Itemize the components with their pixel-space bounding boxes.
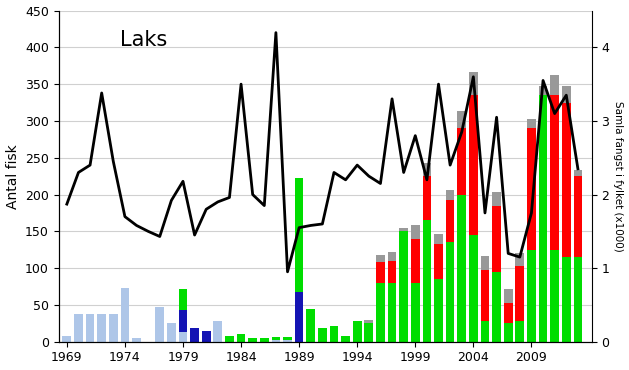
Bar xyxy=(376,262,385,283)
Bar xyxy=(62,336,71,342)
Bar xyxy=(272,337,281,340)
Bar xyxy=(318,329,326,342)
Bar xyxy=(411,225,420,239)
Bar xyxy=(457,111,466,128)
Bar xyxy=(550,95,559,250)
Bar xyxy=(399,231,408,342)
Bar xyxy=(167,323,175,342)
Bar xyxy=(481,256,489,270)
Bar xyxy=(527,128,536,250)
Bar xyxy=(237,334,245,342)
Bar xyxy=(283,337,292,340)
Bar xyxy=(272,340,281,342)
Bar xyxy=(411,283,420,342)
Bar xyxy=(342,336,350,342)
Bar xyxy=(364,323,373,342)
Bar xyxy=(213,321,222,342)
Bar xyxy=(446,242,455,342)
Bar xyxy=(562,102,571,257)
Bar xyxy=(527,250,536,342)
Bar xyxy=(306,309,315,342)
Bar xyxy=(121,288,130,342)
Bar xyxy=(248,338,257,342)
Bar xyxy=(387,283,396,342)
Bar xyxy=(515,321,524,342)
Bar xyxy=(330,326,338,342)
Bar xyxy=(574,176,582,257)
Bar xyxy=(550,250,559,342)
Bar xyxy=(457,195,466,342)
Bar xyxy=(97,314,106,342)
Bar xyxy=(109,314,118,342)
Bar xyxy=(481,270,489,321)
Bar xyxy=(574,170,582,176)
Bar xyxy=(202,331,211,342)
Bar xyxy=(364,320,373,323)
Bar xyxy=(538,95,547,342)
Bar xyxy=(434,244,443,279)
Bar xyxy=(155,307,164,342)
Bar xyxy=(504,303,513,323)
Bar xyxy=(515,266,524,321)
Bar xyxy=(446,190,455,200)
Y-axis label: Antal fisk: Antal fisk xyxy=(6,144,19,209)
Bar xyxy=(179,310,187,332)
Bar xyxy=(376,283,385,342)
Y-axis label: Samla fangst i fylket (x1000): Samla fangst i fylket (x1000) xyxy=(613,101,623,252)
Bar xyxy=(423,220,431,342)
Bar xyxy=(493,272,501,342)
Bar xyxy=(504,289,513,303)
Bar xyxy=(179,332,187,342)
Bar xyxy=(574,257,582,342)
Bar xyxy=(469,72,477,95)
Bar xyxy=(493,192,501,206)
Bar xyxy=(434,279,443,342)
Bar xyxy=(562,257,571,342)
Bar xyxy=(493,206,501,272)
Bar xyxy=(562,86,571,102)
Bar xyxy=(260,338,269,342)
Bar xyxy=(190,329,199,342)
Bar xyxy=(132,338,141,342)
Bar xyxy=(504,323,513,342)
Bar xyxy=(283,340,292,342)
Text: Laks: Laks xyxy=(120,30,168,50)
Bar xyxy=(527,119,536,128)
Bar xyxy=(295,178,304,292)
Bar xyxy=(353,321,362,342)
Bar xyxy=(423,176,431,220)
Bar xyxy=(457,128,466,195)
Bar xyxy=(538,85,547,95)
Bar xyxy=(387,261,396,283)
Bar xyxy=(469,235,477,342)
Bar xyxy=(376,255,385,262)
Bar xyxy=(550,75,559,95)
Bar xyxy=(387,252,396,261)
Bar xyxy=(86,314,94,342)
Bar xyxy=(74,314,83,342)
Bar xyxy=(515,253,524,266)
Bar xyxy=(411,239,420,283)
Bar xyxy=(399,228,408,231)
Bar xyxy=(225,336,234,342)
Bar xyxy=(423,163,431,176)
Bar xyxy=(446,200,455,242)
Bar xyxy=(295,292,304,342)
Bar xyxy=(179,289,187,310)
Bar xyxy=(481,321,489,342)
Bar xyxy=(469,95,477,235)
Bar xyxy=(434,234,443,244)
